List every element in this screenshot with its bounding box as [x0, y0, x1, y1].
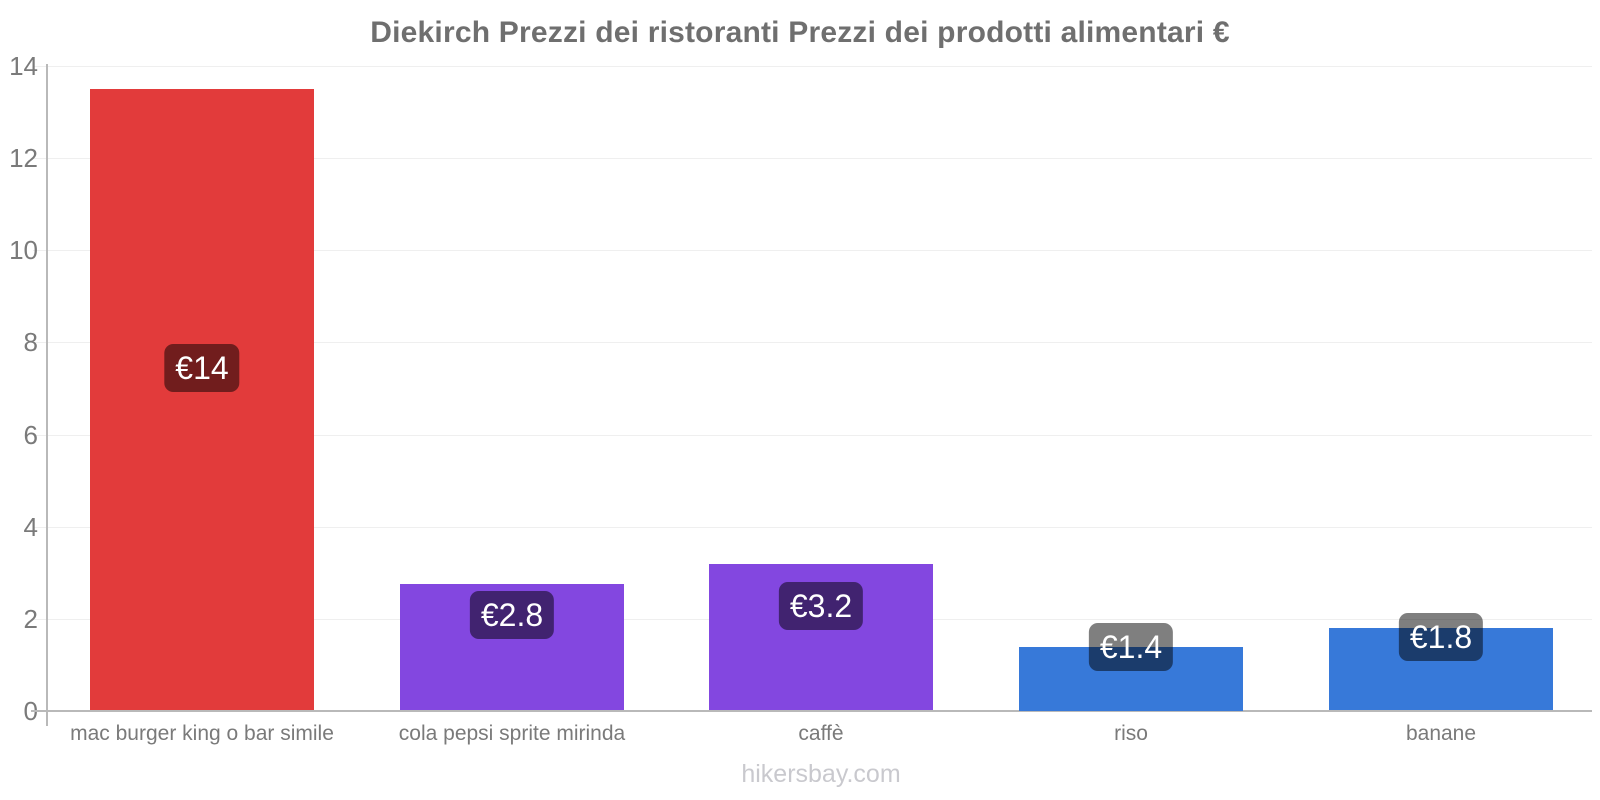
x-tick-label-riso: riso [1114, 722, 1148, 745]
gridline-y-14 [33, 66, 1592, 67]
watermark-text: hikersbay.com [741, 760, 901, 788]
value-label-cola-pepsi-sprite-mirinda: €2.8 [469, 591, 555, 639]
gridline-y-12 [33, 158, 1592, 159]
y-tick-label-8: 8 [23, 327, 38, 357]
value-label-banane: €1.8 [1398, 613, 1484, 661]
x-tick-label-banane: banane [1405, 722, 1477, 745]
value-label-caffe: €3.2 [778, 582, 864, 630]
y-axis-line [46, 64, 48, 726]
y-tick-label-6: 6 [23, 420, 38, 450]
x-axis-line [31, 710, 1592, 712]
y-tick-label-0: 0 [0, 697, 38, 725]
y-tick-label-10: 10 [9, 235, 38, 265]
bar-mac-burger-king-o-bar-simile [90, 89, 314, 710]
value-label-mac-burger-king-o-bar-simile: €14 [164, 344, 240, 392]
x-tick-label-mac-burger-king-o-bar-simile: mac burger king o bar simile [70, 722, 334, 745]
gridline-y-10 [33, 250, 1592, 251]
gridline-y-8 [33, 342, 1592, 343]
y-tick-label-4: 4 [23, 512, 38, 542]
gridline-y-4 [33, 527, 1592, 528]
x-tick-label-caffe: caffè [798, 722, 844, 745]
x-tick-label-cola-pepsi-sprite-mirinda: cola pepsi sprite mirinda [398, 722, 626, 745]
y-tick-label-2: 2 [23, 604, 38, 634]
value-label-riso: €1.4 [1088, 623, 1174, 671]
chart-title: Diekirch Prezzi dei ristoranti Prezzi de… [370, 16, 1230, 49]
gridline-y-6 [33, 435, 1592, 436]
y-tick-label-14: 14 [9, 51, 38, 81]
y-tick-label-12: 12 [9, 143, 38, 173]
